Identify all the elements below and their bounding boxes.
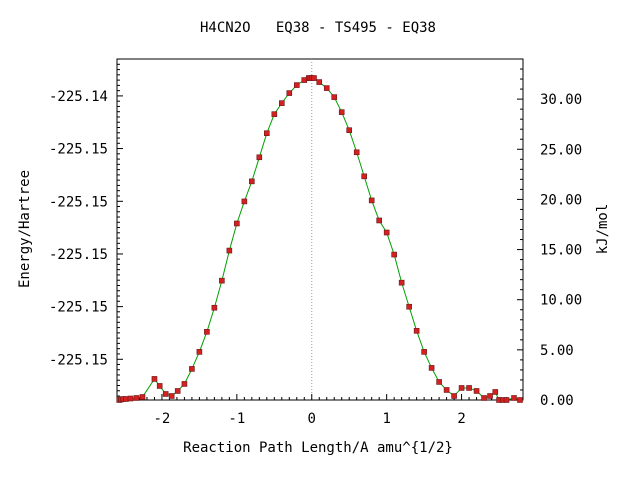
data-point (189, 366, 195, 372)
data-point (331, 94, 338, 100)
x-axis-label: Reaction Path Length/A amu^{1/2} (183, 440, 453, 456)
data-point (162, 391, 169, 397)
data-point (168, 393, 175, 399)
chart-title: H4CN2O EQ38 - TS495 - EQ38 (200, 20, 436, 36)
data-point (451, 393, 457, 399)
data-point (311, 75, 317, 81)
data-point (503, 397, 510, 403)
x-tick-label: 1 (382, 411, 390, 427)
series-line (119, 77, 521, 401)
data-point (181, 381, 188, 387)
left-tick-label: -225.15 (49, 300, 108, 316)
data-point (226, 247, 233, 254)
data-point (466, 385, 472, 391)
data-point (151, 376, 158, 382)
data-point (517, 397, 523, 403)
data-point (376, 217, 382, 224)
x-tick-label: 2 (457, 411, 465, 427)
y-axis-label-right: kJ/mol (595, 204, 611, 255)
data-point (346, 127, 353, 134)
right-tick-label: 5.00 (540, 343, 574, 359)
data-point (234, 220, 240, 227)
data-point (156, 383, 163, 389)
left-tick-label: -225.15 (49, 194, 108, 210)
right-tick-label: 15.00 (540, 243, 582, 259)
plot-frame (116, 58, 524, 401)
data-point (436, 379, 442, 385)
data-point (211, 304, 218, 311)
data-point (511, 395, 517, 401)
right-tick-label: 25.00 (540, 142, 582, 158)
data-point (323, 85, 330, 91)
data-point (316, 79, 323, 85)
y-axis-label-left: Energy/Hartree (17, 170, 33, 288)
data-point (174, 388, 181, 394)
data-point (278, 100, 285, 106)
left-tick-label: -225.15 (49, 247, 108, 263)
data-point (219, 277, 225, 284)
data-point (133, 395, 140, 401)
left-tick-label: -225.15 (49, 352, 108, 368)
data-point (368, 197, 375, 204)
data-point (361, 173, 368, 180)
data-point (353, 149, 360, 156)
data-point (196, 349, 203, 355)
data-point (127, 395, 134, 402)
data-point (249, 178, 255, 185)
data-point (492, 389, 499, 395)
data-point (391, 251, 397, 258)
data-point (413, 327, 420, 334)
right-tick-label: 20.00 (540, 192, 582, 208)
left-tick-label: -225.14 (49, 89, 108, 105)
data-point (271, 111, 278, 117)
data-point (241, 198, 248, 205)
data-point (487, 393, 493, 399)
right-tick-label: 10.00 (540, 293, 582, 309)
right-tick-label: 30.00 (540, 92, 582, 108)
data-point (383, 229, 390, 236)
data-point (338, 109, 345, 115)
left-tick-label: -225.15 (49, 142, 108, 158)
data-point (406, 303, 412, 310)
data-point (286, 90, 293, 96)
data-point (139, 394, 146, 400)
data-point (428, 365, 435, 371)
data-point (256, 154, 263, 161)
data-point (204, 328, 210, 335)
right-tick-label: 0.00 (540, 393, 574, 409)
x-tick-label: -2 (154, 411, 171, 427)
data-point (398, 279, 405, 286)
data-point (481, 395, 487, 401)
data-point (421, 349, 427, 355)
x-tick-label: 0 (308, 411, 316, 427)
x-tick-label: -1 (228, 411, 245, 427)
data-point (458, 385, 465, 391)
data-point (264, 130, 270, 137)
data-point (443, 387, 450, 393)
data-point (473, 388, 480, 394)
data-point (293, 82, 300, 88)
